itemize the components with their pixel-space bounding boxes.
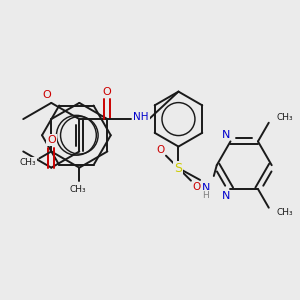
Text: H: H [202,191,209,200]
Text: O: O [42,90,51,100]
Text: O: O [193,182,201,191]
Text: O: O [156,145,164,155]
Text: CH₃: CH₃ [277,208,293,217]
Text: NH: NH [134,112,149,122]
Text: N: N [221,191,230,201]
Text: O: O [102,87,111,97]
Text: CH₃: CH₃ [277,113,293,122]
Text: N: N [202,183,210,193]
Text: O: O [47,135,56,145]
Text: S: S [175,162,182,175]
Text: CH₃: CH₃ [19,158,36,167]
Text: N: N [221,130,230,140]
Text: CH₃: CH₃ [69,185,86,194]
